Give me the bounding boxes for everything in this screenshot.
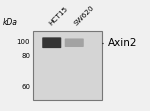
Text: SW620: SW620 xyxy=(73,4,95,27)
FancyBboxPatch shape xyxy=(42,37,61,48)
Text: Axin2: Axin2 xyxy=(108,38,138,48)
Bar xyxy=(33,31,102,100)
Text: 60: 60 xyxy=(21,84,30,90)
Text: HCT15: HCT15 xyxy=(48,5,69,27)
Text: 100: 100 xyxy=(16,39,30,45)
FancyBboxPatch shape xyxy=(65,39,84,47)
Text: 80: 80 xyxy=(21,53,30,58)
Text: kDa: kDa xyxy=(2,18,17,27)
